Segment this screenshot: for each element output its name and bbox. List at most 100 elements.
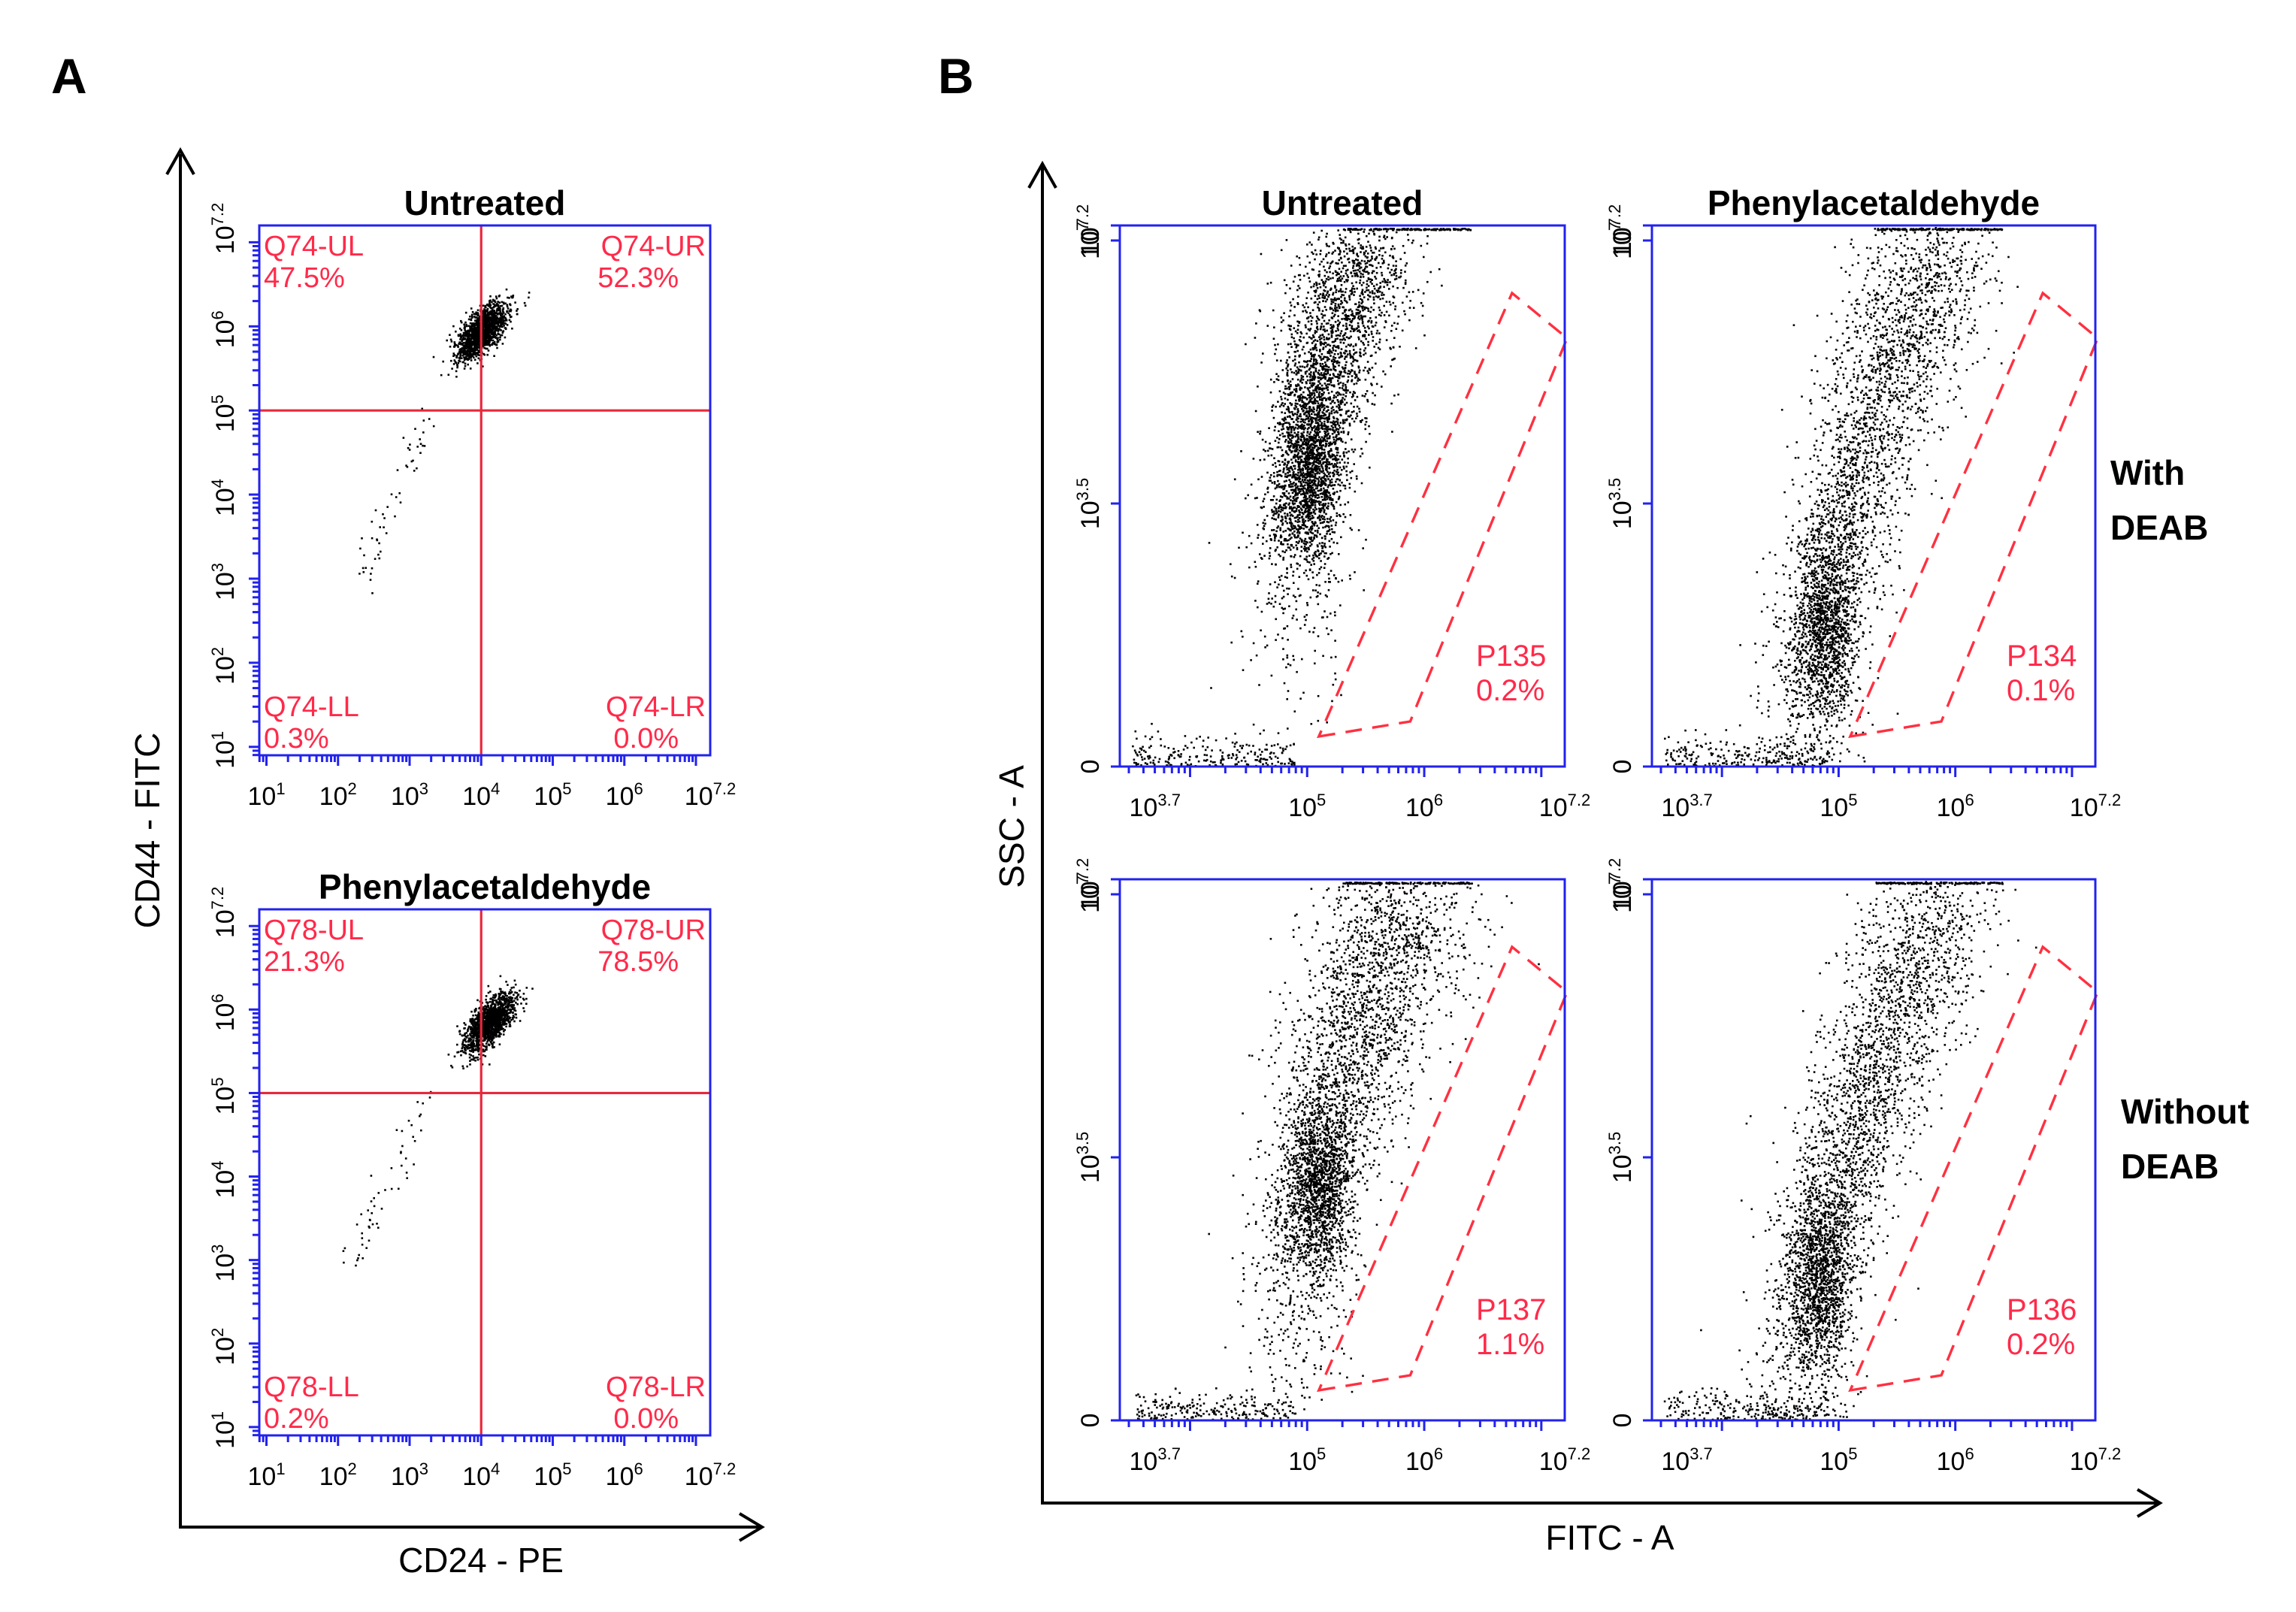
event-dot [1311,401,1313,403]
event-dot [495,314,498,317]
event-dot [501,1022,504,1025]
event-dot [506,304,509,306]
event-dot [516,313,519,316]
event-dot [1330,537,1333,540]
event-dot [471,325,474,328]
event-dot [1305,418,1308,420]
event-dot [465,323,467,326]
event-dot [1438,268,1441,271]
event-dot [1351,325,1354,328]
event-dot [456,1051,458,1054]
event-dot [470,329,472,332]
event-dot [470,336,473,339]
event-dot [487,1030,489,1033]
event-dot [455,370,458,373]
event-dot [1277,401,1279,403]
event-dot [1323,397,1326,399]
event-dot [1245,497,1247,500]
event-dot [1393,322,1396,325]
event-dot [1304,549,1306,552]
event-dot [1275,519,1277,521]
event-dot [506,310,508,313]
event-dot [482,1006,485,1009]
event-dot [1422,292,1425,295]
event-dot [469,322,472,325]
event-dot [466,331,468,334]
event-dot [477,1049,479,1052]
event-dot [473,340,475,343]
event-dot [473,352,476,355]
event-dot [1290,343,1292,345]
event-dot [476,326,479,329]
event-dot [1367,343,1369,346]
event-dot [495,316,497,318]
event-dot [1327,380,1330,382]
event-dot [1363,334,1366,337]
event-dot [484,304,486,307]
event-dot [395,1129,398,1131]
event-dot [1357,330,1359,332]
event-dot [377,553,380,556]
event-dot [1324,345,1327,348]
event-dot [484,1045,487,1048]
event-dot [413,470,416,472]
event-dot [1315,284,1318,287]
event-dot [478,354,481,356]
event-dot [1330,379,1333,382]
event-dot [1396,286,1399,289]
event-dot [1337,373,1339,376]
event-dot [1393,357,1396,360]
event-dot [495,1021,498,1023]
event-dot [1372,325,1375,328]
event-dot [1326,322,1330,325]
y-tick-label: 102 [208,647,240,685]
event-dot [1332,454,1335,456]
event-dot [498,333,501,336]
event-dot [492,339,495,342]
event-dot [476,324,479,326]
event-dot [406,1177,408,1179]
event-dot [1334,614,1336,617]
event-dot [499,975,502,978]
event-dot [474,1021,477,1024]
event-dot [497,1012,500,1015]
event-dot [1290,451,1293,454]
event-dot [472,342,474,345]
event-dot [493,314,496,316]
event-dot [470,324,473,326]
event-dot [1337,401,1340,403]
event-dot [1335,501,1338,504]
event-dot [505,981,507,983]
event-dot [1357,306,1360,309]
event-dot [355,1223,358,1226]
event-dot [482,319,484,322]
event-dot [1349,330,1352,333]
event-dot [498,307,501,310]
event-dot [1365,271,1367,274]
event-dot [482,1027,484,1030]
event-dot [1306,341,1309,344]
event-dot [489,1024,492,1027]
event-dot [1358,312,1361,314]
event-dot [1351,319,1354,322]
event-dot [1355,281,1357,283]
event-dot [485,998,487,1001]
event-dot [1312,556,1315,559]
event-dot [490,337,493,340]
event-dot [1293,327,1296,329]
event-dot [1381,386,1383,388]
event-dot [467,340,470,343]
event-dot [1274,440,1277,442]
event-dot [1314,553,1317,555]
event-dot [1369,369,1372,371]
event-dot [1390,268,1393,271]
event-dot [1324,364,1327,367]
event-dot [1294,343,1296,346]
event-dot [1289,301,1292,304]
event-dot [1287,492,1290,494]
event-dot [455,376,458,378]
event-dot [514,1013,517,1015]
event-dot [476,349,478,351]
y-tick-label: 107.2 [208,203,240,254]
event-dot [368,1239,371,1242]
